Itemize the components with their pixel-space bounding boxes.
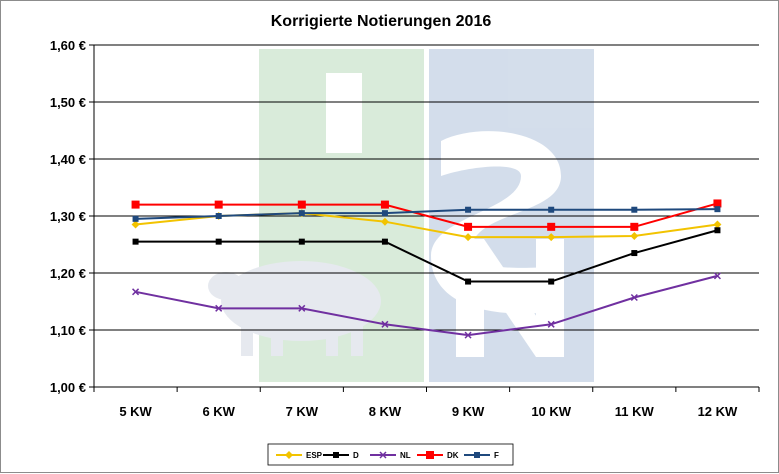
data-point bbox=[131, 200, 140, 209]
series-dk bbox=[131, 199, 722, 231]
legend-item-dk: DK bbox=[417, 451, 459, 460]
data-point bbox=[381, 320, 389, 328]
series-line bbox=[135, 274, 718, 337]
data-point bbox=[465, 278, 472, 285]
data-point bbox=[630, 293, 638, 302]
data-point bbox=[381, 210, 388, 217]
x-tick-label: 11 KW bbox=[615, 404, 655, 419]
x-tick-label: 9 KW bbox=[452, 404, 485, 419]
series-lines bbox=[131, 199, 722, 339]
x-tick-label: 7 KW bbox=[286, 404, 319, 419]
y-tick-label: 1,50 € bbox=[50, 95, 86, 110]
data-point bbox=[548, 206, 555, 213]
marker-stroke bbox=[381, 320, 389, 328]
marker-stroke bbox=[630, 293, 638, 302]
data-point bbox=[214, 200, 223, 209]
marker-stroke bbox=[215, 304, 223, 312]
marker-stroke bbox=[464, 331, 472, 339]
data-point bbox=[547, 233, 556, 242]
y-tick-label: 1,00 € bbox=[50, 380, 86, 395]
data-point bbox=[132, 238, 139, 245]
legend-item-f: F bbox=[464, 451, 499, 460]
y-tick-label: 1,60 € bbox=[50, 38, 86, 53]
data-point bbox=[474, 452, 480, 458]
series-f bbox=[132, 206, 721, 222]
series-line bbox=[135, 229, 718, 283]
legend-label: F bbox=[494, 451, 499, 460]
marker-stroke bbox=[713, 272, 721, 280]
data-point bbox=[630, 231, 639, 240]
data-point bbox=[713, 199, 722, 208]
data-point bbox=[547, 320, 555, 328]
series-line bbox=[135, 208, 718, 220]
legend: ESP D NL DK F bbox=[267, 443, 514, 466]
data-point bbox=[714, 227, 721, 234]
series-line bbox=[135, 202, 718, 228]
data-point bbox=[333, 452, 339, 458]
data-point bbox=[713, 220, 722, 229]
y-tick-label: 1,40 € bbox=[50, 152, 86, 167]
data-point bbox=[464, 222, 473, 231]
data-point bbox=[714, 206, 721, 213]
axes bbox=[89, 44, 760, 392]
x-tick-label: 6 KW bbox=[202, 404, 235, 419]
data-point bbox=[713, 272, 721, 280]
data-point bbox=[131, 220, 140, 229]
series-nl bbox=[132, 272, 721, 339]
y-tick-label: 1,10 € bbox=[50, 323, 86, 338]
y-tick-labels: 1,00 € 1,10 € 1,20 € 1,30 € 1,40 € 1,50 € 1,60… bbox=[50, 38, 86, 395]
x-tick-label: 8 KW bbox=[369, 404, 402, 419]
data-point bbox=[548, 278, 555, 285]
marker-stroke bbox=[298, 304, 306, 312]
chart-title: Korrigierte Notierungen 2016 bbox=[271, 13, 492, 30]
y-tick-label: 1,30 € bbox=[50, 209, 86, 224]
data-point bbox=[132, 215, 139, 222]
legend-item-esp: ESP bbox=[276, 451, 323, 460]
y-tick-label: 1,20 € bbox=[50, 266, 86, 281]
data-point bbox=[630, 222, 639, 231]
x-tick-labels: 5 KW 6 KW 7 KW 8 KW 9 KW 10 KW 11 KW 12 KW bbox=[119, 404, 738, 419]
legend-item-d: D bbox=[323, 451, 359, 460]
data-point bbox=[215, 304, 223, 312]
legend-label: NL bbox=[400, 451, 411, 460]
data-point bbox=[298, 304, 306, 312]
data-point bbox=[380, 200, 389, 209]
data-point bbox=[631, 250, 638, 257]
marker-stroke bbox=[132, 288, 140, 296]
data-point bbox=[132, 288, 140, 296]
data-point bbox=[381, 238, 388, 245]
x-tick-label: 12 KW bbox=[698, 404, 738, 419]
legend-label: D bbox=[353, 451, 359, 460]
data-point bbox=[298, 238, 305, 245]
data-point bbox=[631, 206, 638, 213]
data-point bbox=[426, 451, 434, 459]
data-point bbox=[465, 206, 472, 213]
data-point bbox=[380, 217, 389, 226]
data-point bbox=[215, 213, 222, 219]
data-point bbox=[215, 238, 222, 245]
data-point bbox=[547, 222, 556, 231]
data-point bbox=[285, 451, 293, 459]
legend-item-nl: NL bbox=[370, 451, 411, 460]
data-point bbox=[464, 331, 472, 339]
x-tick-label: 5 KW bbox=[119, 404, 152, 419]
data-point bbox=[297, 200, 306, 209]
marker-stroke bbox=[379, 451, 387, 459]
data-point bbox=[379, 451, 387, 459]
legend-label: DK bbox=[447, 451, 459, 460]
legend-label: ESP bbox=[306, 451, 323, 460]
data-point bbox=[298, 210, 305, 217]
data-point bbox=[464, 233, 473, 242]
series-d bbox=[132, 227, 721, 285]
marker-stroke bbox=[547, 320, 555, 328]
x-tick-label: 10 KW bbox=[531, 404, 571, 419]
